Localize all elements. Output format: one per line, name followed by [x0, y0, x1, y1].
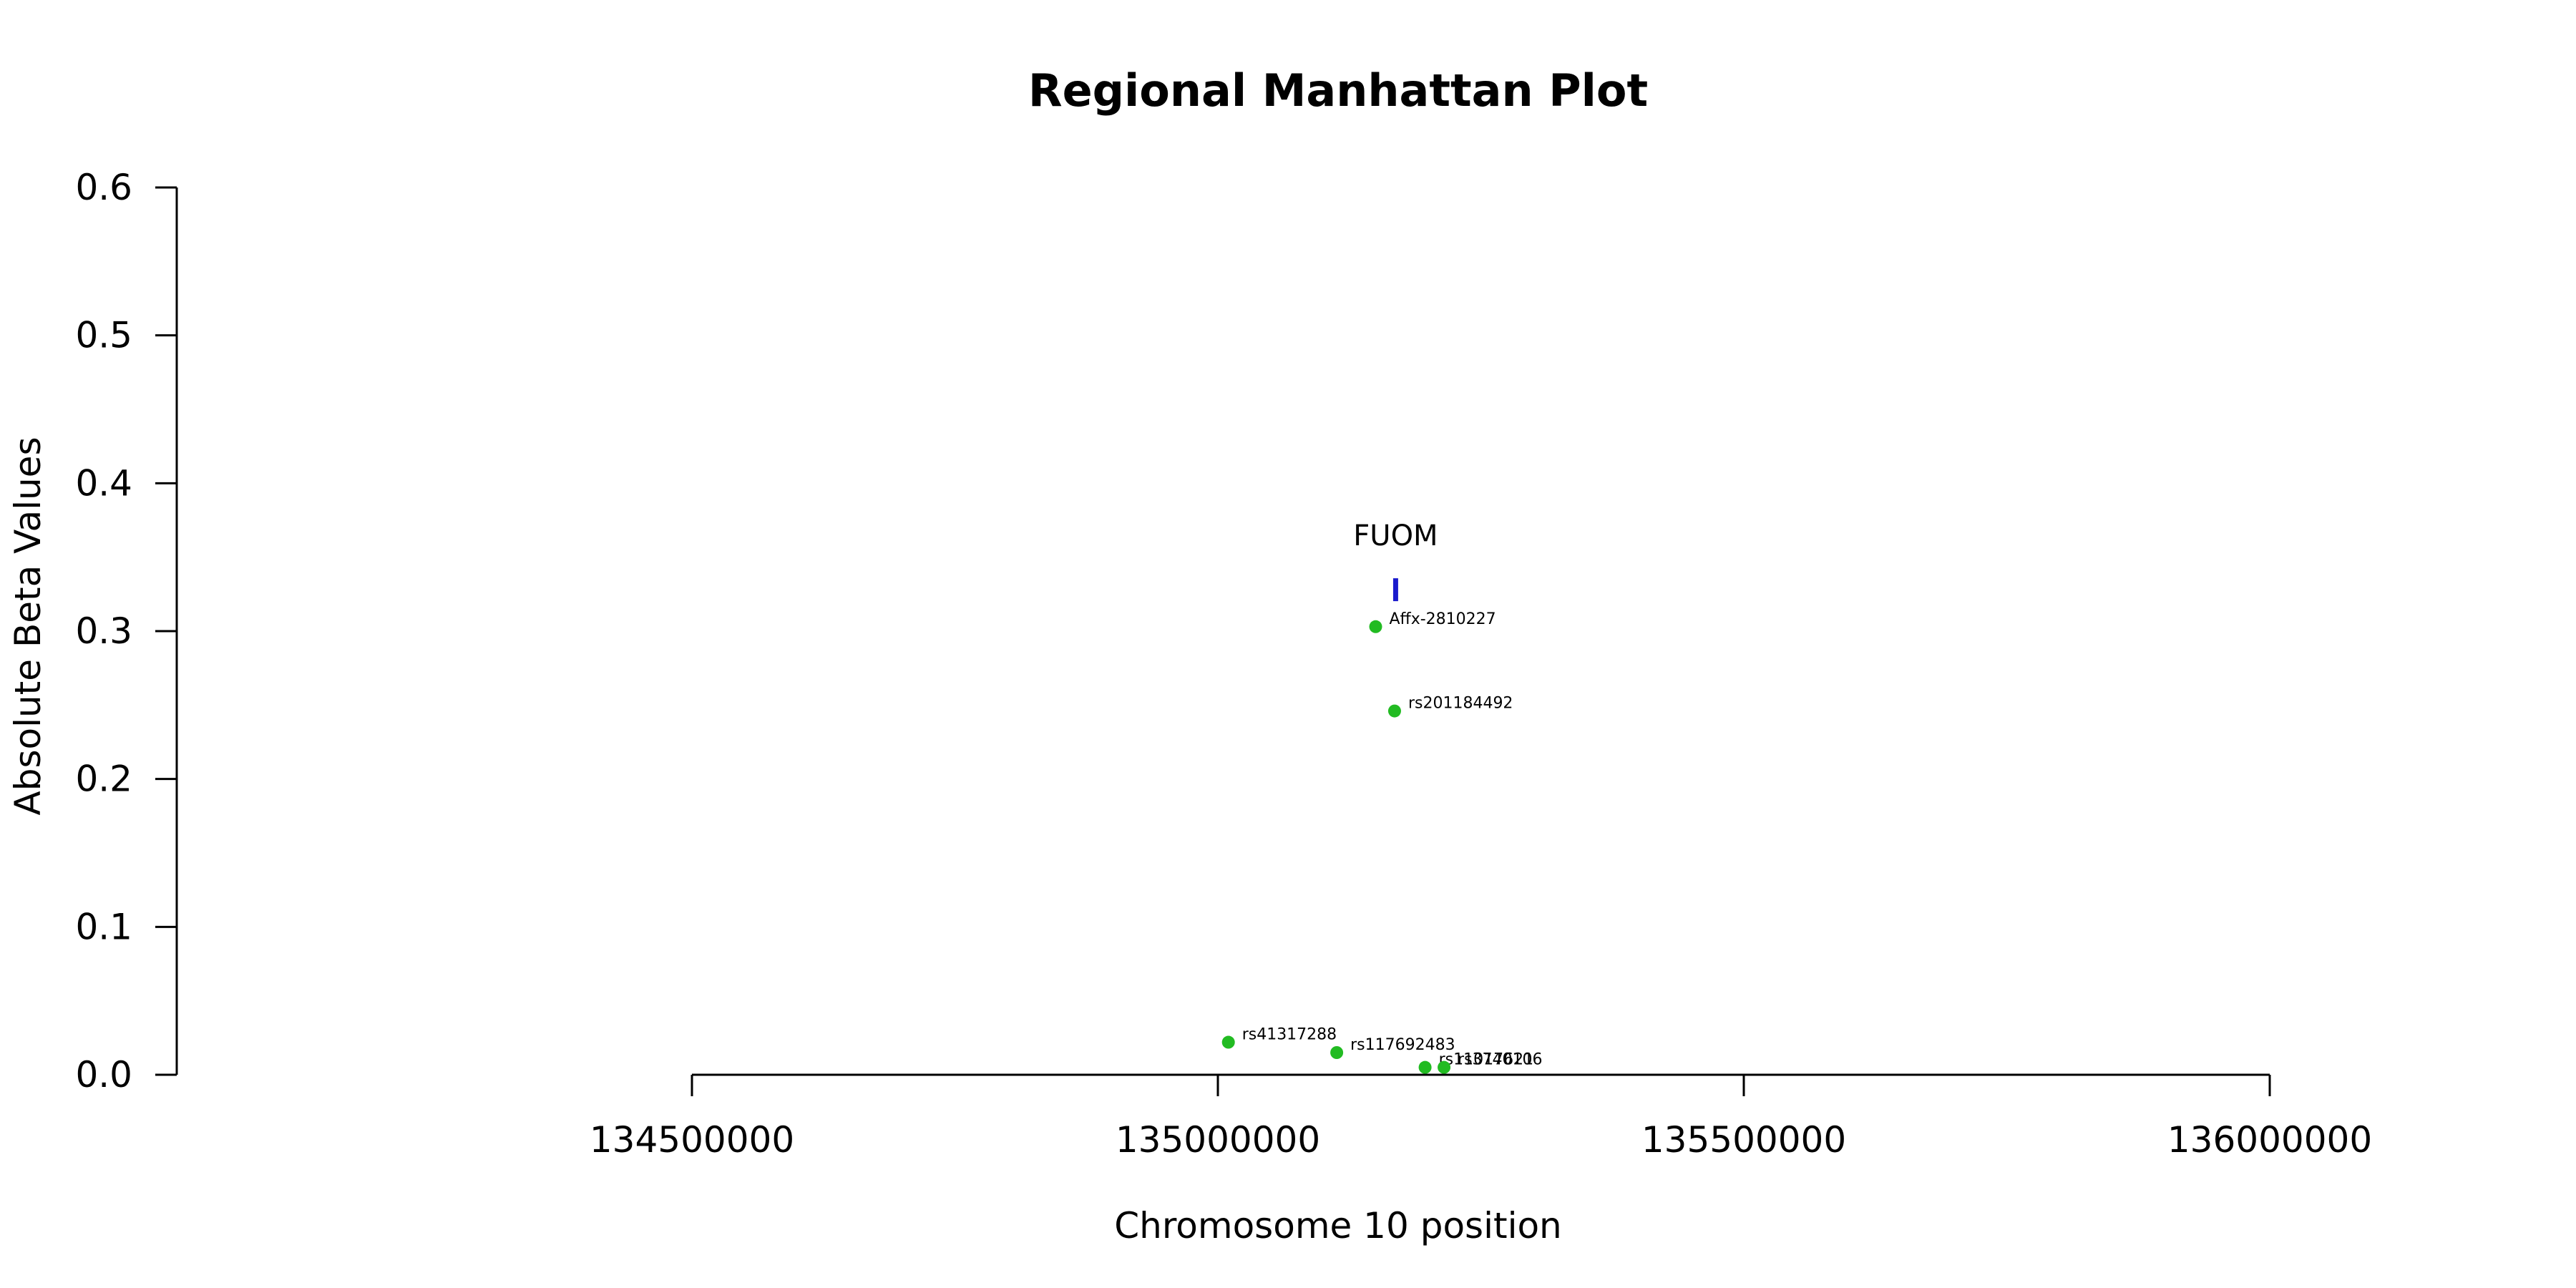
data-points: Affx-2810227 rs201184492 rs41317288 rs11769… — [1221, 610, 1543, 1074]
y-tick-label: 0.2 — [75, 758, 132, 800]
snp-label: rs41317288 — [1242, 1026, 1337, 1044]
snp-point — [1418, 1060, 1432, 1074]
snp-point — [1438, 1060, 1451, 1074]
x-axis: 134500000 135000000 135500000 136000000 — [590, 1073, 2372, 1161]
snp-label: rs3740106 — [1458, 1051, 1543, 1069]
x-tick-label: 135500000 — [1641, 1119, 1846, 1161]
snp-point — [1369, 620, 1382, 633]
y-tick-label: 0.5 — [75, 315, 132, 356]
y-tick-label: 0.6 — [75, 167, 132, 208]
snp-point — [1221, 1035, 1235, 1049]
snp-label: rs117692483 — [1350, 1036, 1455, 1054]
chart-title: Regional Manhattan Plot — [1028, 64, 1648, 117]
y-tick-label: 0.3 — [75, 610, 132, 652]
snp-label: rs201184492 — [1408, 695, 1513, 713]
y-axis-label: Absolute Beta Values — [7, 437, 49, 816]
y-tick-label: 0.0 — [75, 1054, 132, 1096]
x-tick-label: 135000000 — [1116, 1119, 1320, 1161]
x-axis-label: Chromosome 10 position — [1114, 1205, 1562, 1246]
snp-point — [1387, 704, 1401, 718]
y-tick-label: 0.1 — [75, 906, 132, 947]
snp-point — [1330, 1046, 1344, 1059]
snp-label: Affx-2810227 — [1390, 610, 1496, 628]
gene-annotations: FUOM — [1353, 519, 1438, 602]
y-axis: 0.0 0.1 0.2 0.3 0.4 0.5 0.6 — [75, 167, 178, 1096]
x-tick-label: 136000000 — [2167, 1119, 2372, 1161]
x-tick-label: 134500000 — [590, 1119, 794, 1161]
y-tick-label: 0.4 — [75, 462, 132, 504]
snp-label: rs11017621 — [1439, 1051, 1533, 1069]
gene-label: FUOM — [1353, 519, 1438, 552]
